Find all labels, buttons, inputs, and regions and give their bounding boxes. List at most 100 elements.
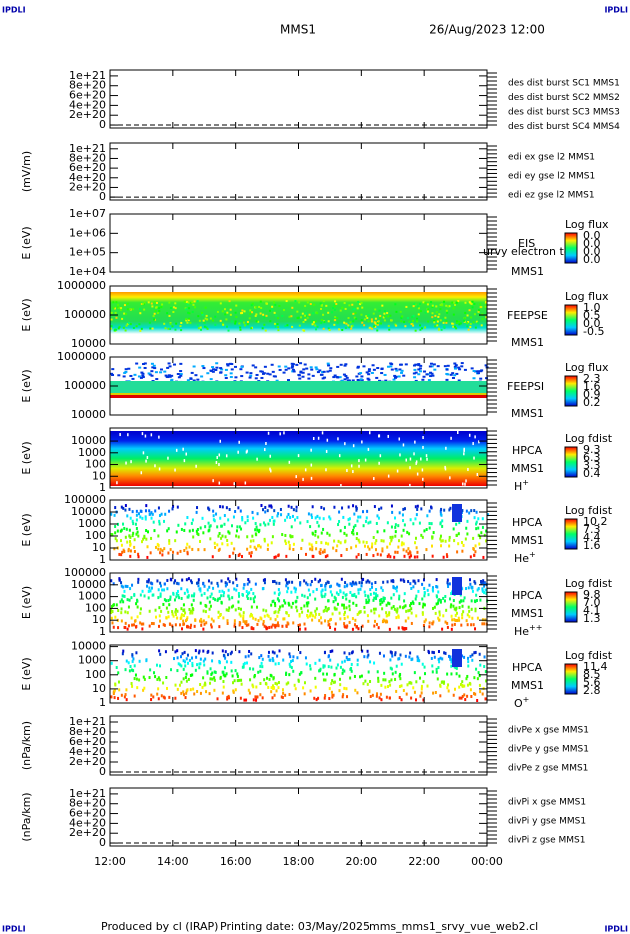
spectrogram-texture <box>306 596 309 600</box>
spectrogram-texture <box>250 554 253 558</box>
spectrogram-texture <box>452 577 462 595</box>
spectrogram-texture <box>374 592 377 596</box>
spectrogram-texture <box>375 597 378 601</box>
spectrogram-texture <box>186 595 189 599</box>
spectrogram-texture <box>170 374 174 377</box>
spectrogram-texture <box>353 308 356 311</box>
y-tick-label: 1e+21 <box>69 715 106 728</box>
spectrogram-texture <box>404 363 408 366</box>
spectrogram-texture <box>137 580 140 584</box>
spectrogram-texture <box>379 314 382 317</box>
spectrogram-texture <box>167 327 170 330</box>
spectrogram-texture <box>188 317 191 320</box>
spectrogram-texture <box>203 592 206 596</box>
spectrogram-texture <box>168 301 171 304</box>
y-tick-label: 1000 <box>78 590 106 603</box>
spectrogram-texture <box>240 678 243 682</box>
spectrogram-texture <box>110 616 113 620</box>
spectrogram-texture <box>216 697 219 701</box>
spectrogram-texture <box>201 685 204 689</box>
spectrogram-texture <box>373 619 376 623</box>
spectrogram-texture <box>219 516 222 520</box>
spectrogram-texture <box>363 544 366 548</box>
spectrogram-texture <box>363 318 366 321</box>
spectrogram-texture <box>474 550 477 554</box>
spectrogram-texture <box>428 526 431 530</box>
spectrogram-texture <box>177 582 180 586</box>
spectrogram-texture <box>318 516 321 520</box>
colorbar-tick-label: 4.4 <box>583 531 601 544</box>
spectrogram-texture <box>141 627 144 631</box>
spectrogram-texture <box>317 436 320 440</box>
spectrogram-texture <box>176 589 179 593</box>
spectrogram-texture <box>273 519 276 523</box>
spectrogram-texture <box>174 650 177 654</box>
spectrogram-texture <box>227 577 230 581</box>
spectrogram-texture <box>463 596 466 600</box>
species-charge: + <box>529 550 536 559</box>
spectrogram-texture <box>315 547 318 551</box>
spectrogram-texture <box>158 519 161 523</box>
spectrogram-texture <box>160 306 163 309</box>
spectrogram-texture <box>265 676 268 680</box>
spectrogram-texture <box>429 362 433 365</box>
spectrogram-texture <box>350 546 353 550</box>
spectrogram-texture <box>424 672 427 676</box>
spectrogram-texture <box>376 322 379 325</box>
spectrogram-texture <box>455 327 458 330</box>
spectrogram-texture <box>270 603 273 607</box>
spectrogram-texture <box>150 374 154 377</box>
spectrogram-texture <box>222 670 225 674</box>
spectrogram-texture <box>251 311 254 314</box>
spectrogram-texture <box>449 476 451 480</box>
spectrogram-texture <box>233 587 236 591</box>
spectrogram-texture <box>174 579 177 583</box>
spectrogram-texture <box>179 623 182 627</box>
spectrogram-texture <box>126 598 129 602</box>
spectrogram-texture <box>121 652 124 656</box>
spectrogram-texture <box>417 363 421 366</box>
spectrogram-texture <box>110 608 113 612</box>
spectrogram-texture <box>237 554 240 558</box>
spectrogram-texture <box>333 305 336 308</box>
spectrogram-texture <box>483 655 486 659</box>
spectrogram-texture <box>306 583 309 587</box>
spectrogram-texture <box>191 606 194 610</box>
spectrogram-texture <box>224 313 227 316</box>
spectrogram-texture <box>324 694 327 698</box>
spectrogram-texture <box>273 651 276 655</box>
spectrogram-texture <box>371 364 375 367</box>
spectrogram-texture <box>306 301 309 304</box>
spectrogram-texture <box>427 308 430 311</box>
spectrogram-texture <box>453 374 457 377</box>
spectrogram-texture <box>418 659 421 663</box>
spectrogram-texture <box>360 375 364 378</box>
y-tick-label: 2e+20 <box>69 108 106 121</box>
spectrogram-texture <box>207 579 210 583</box>
spectrogram-texture <box>228 531 231 535</box>
spectrogram-texture <box>378 651 381 655</box>
spectrogram-texture <box>360 584 363 588</box>
spectrogram-texture <box>450 627 453 631</box>
spectrogram-texture <box>187 311 190 314</box>
y-tick-label: 0 <box>99 118 106 131</box>
spectrogram-texture <box>324 555 327 559</box>
spectrogram-texture <box>450 658 453 662</box>
spectrogram-texture <box>168 365 172 368</box>
spectrogram-texture <box>188 545 191 549</box>
spectrogram-texture <box>280 513 283 517</box>
spectrogram-texture <box>318 619 321 623</box>
spectrogram-texture <box>111 374 115 377</box>
spectrogram-texture <box>375 588 378 592</box>
spectrogram-texture <box>367 653 370 657</box>
spectrogram-texture <box>437 616 440 620</box>
spectrogram-texture <box>164 512 167 516</box>
spectrogram-texture <box>436 595 439 599</box>
spectrogram-texture <box>474 326 477 329</box>
spectrogram-texture <box>149 512 152 516</box>
spectrogram-texture <box>125 659 128 663</box>
spectrogram-texture <box>414 505 417 509</box>
spectrogram-texture <box>309 613 312 617</box>
x-tick-label: 16:00 <box>220 855 252 868</box>
spectrogram-texture <box>284 601 287 605</box>
